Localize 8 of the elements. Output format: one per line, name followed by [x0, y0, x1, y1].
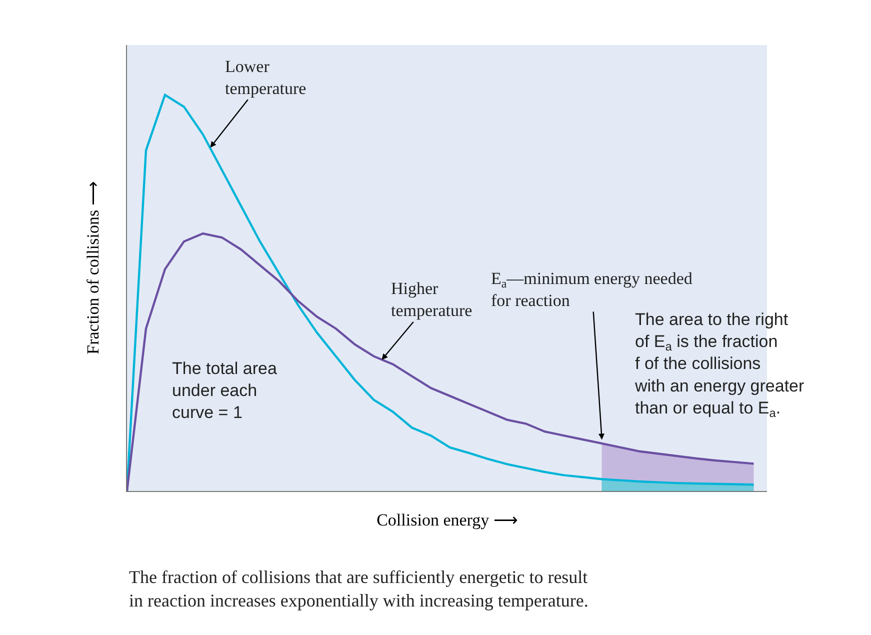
text: The area to the right of E$_{a}$ is the fraction f of the collisions with an energy greater than or equal to E$_{a}$.: [635, 310, 804, 420]
annotation: Higher temperature: [391, 279, 472, 320]
x-axis-title: Collision energy ⟶: [376, 510, 518, 530]
annotation: The total area under each curve = 1: [172, 359, 278, 422]
annotation: Lower temperature: [225, 57, 306, 98]
annotation: E$_{a}$—minimum energy needed for reaction: [491, 269, 693, 310]
text: The fraction of collisions that are sufficiently energetic to result in reaction increases exponentially with increasing temperature.: [129, 567, 588, 610]
y-axis-title: Fraction of collisions ⟶: [84, 182, 103, 354]
